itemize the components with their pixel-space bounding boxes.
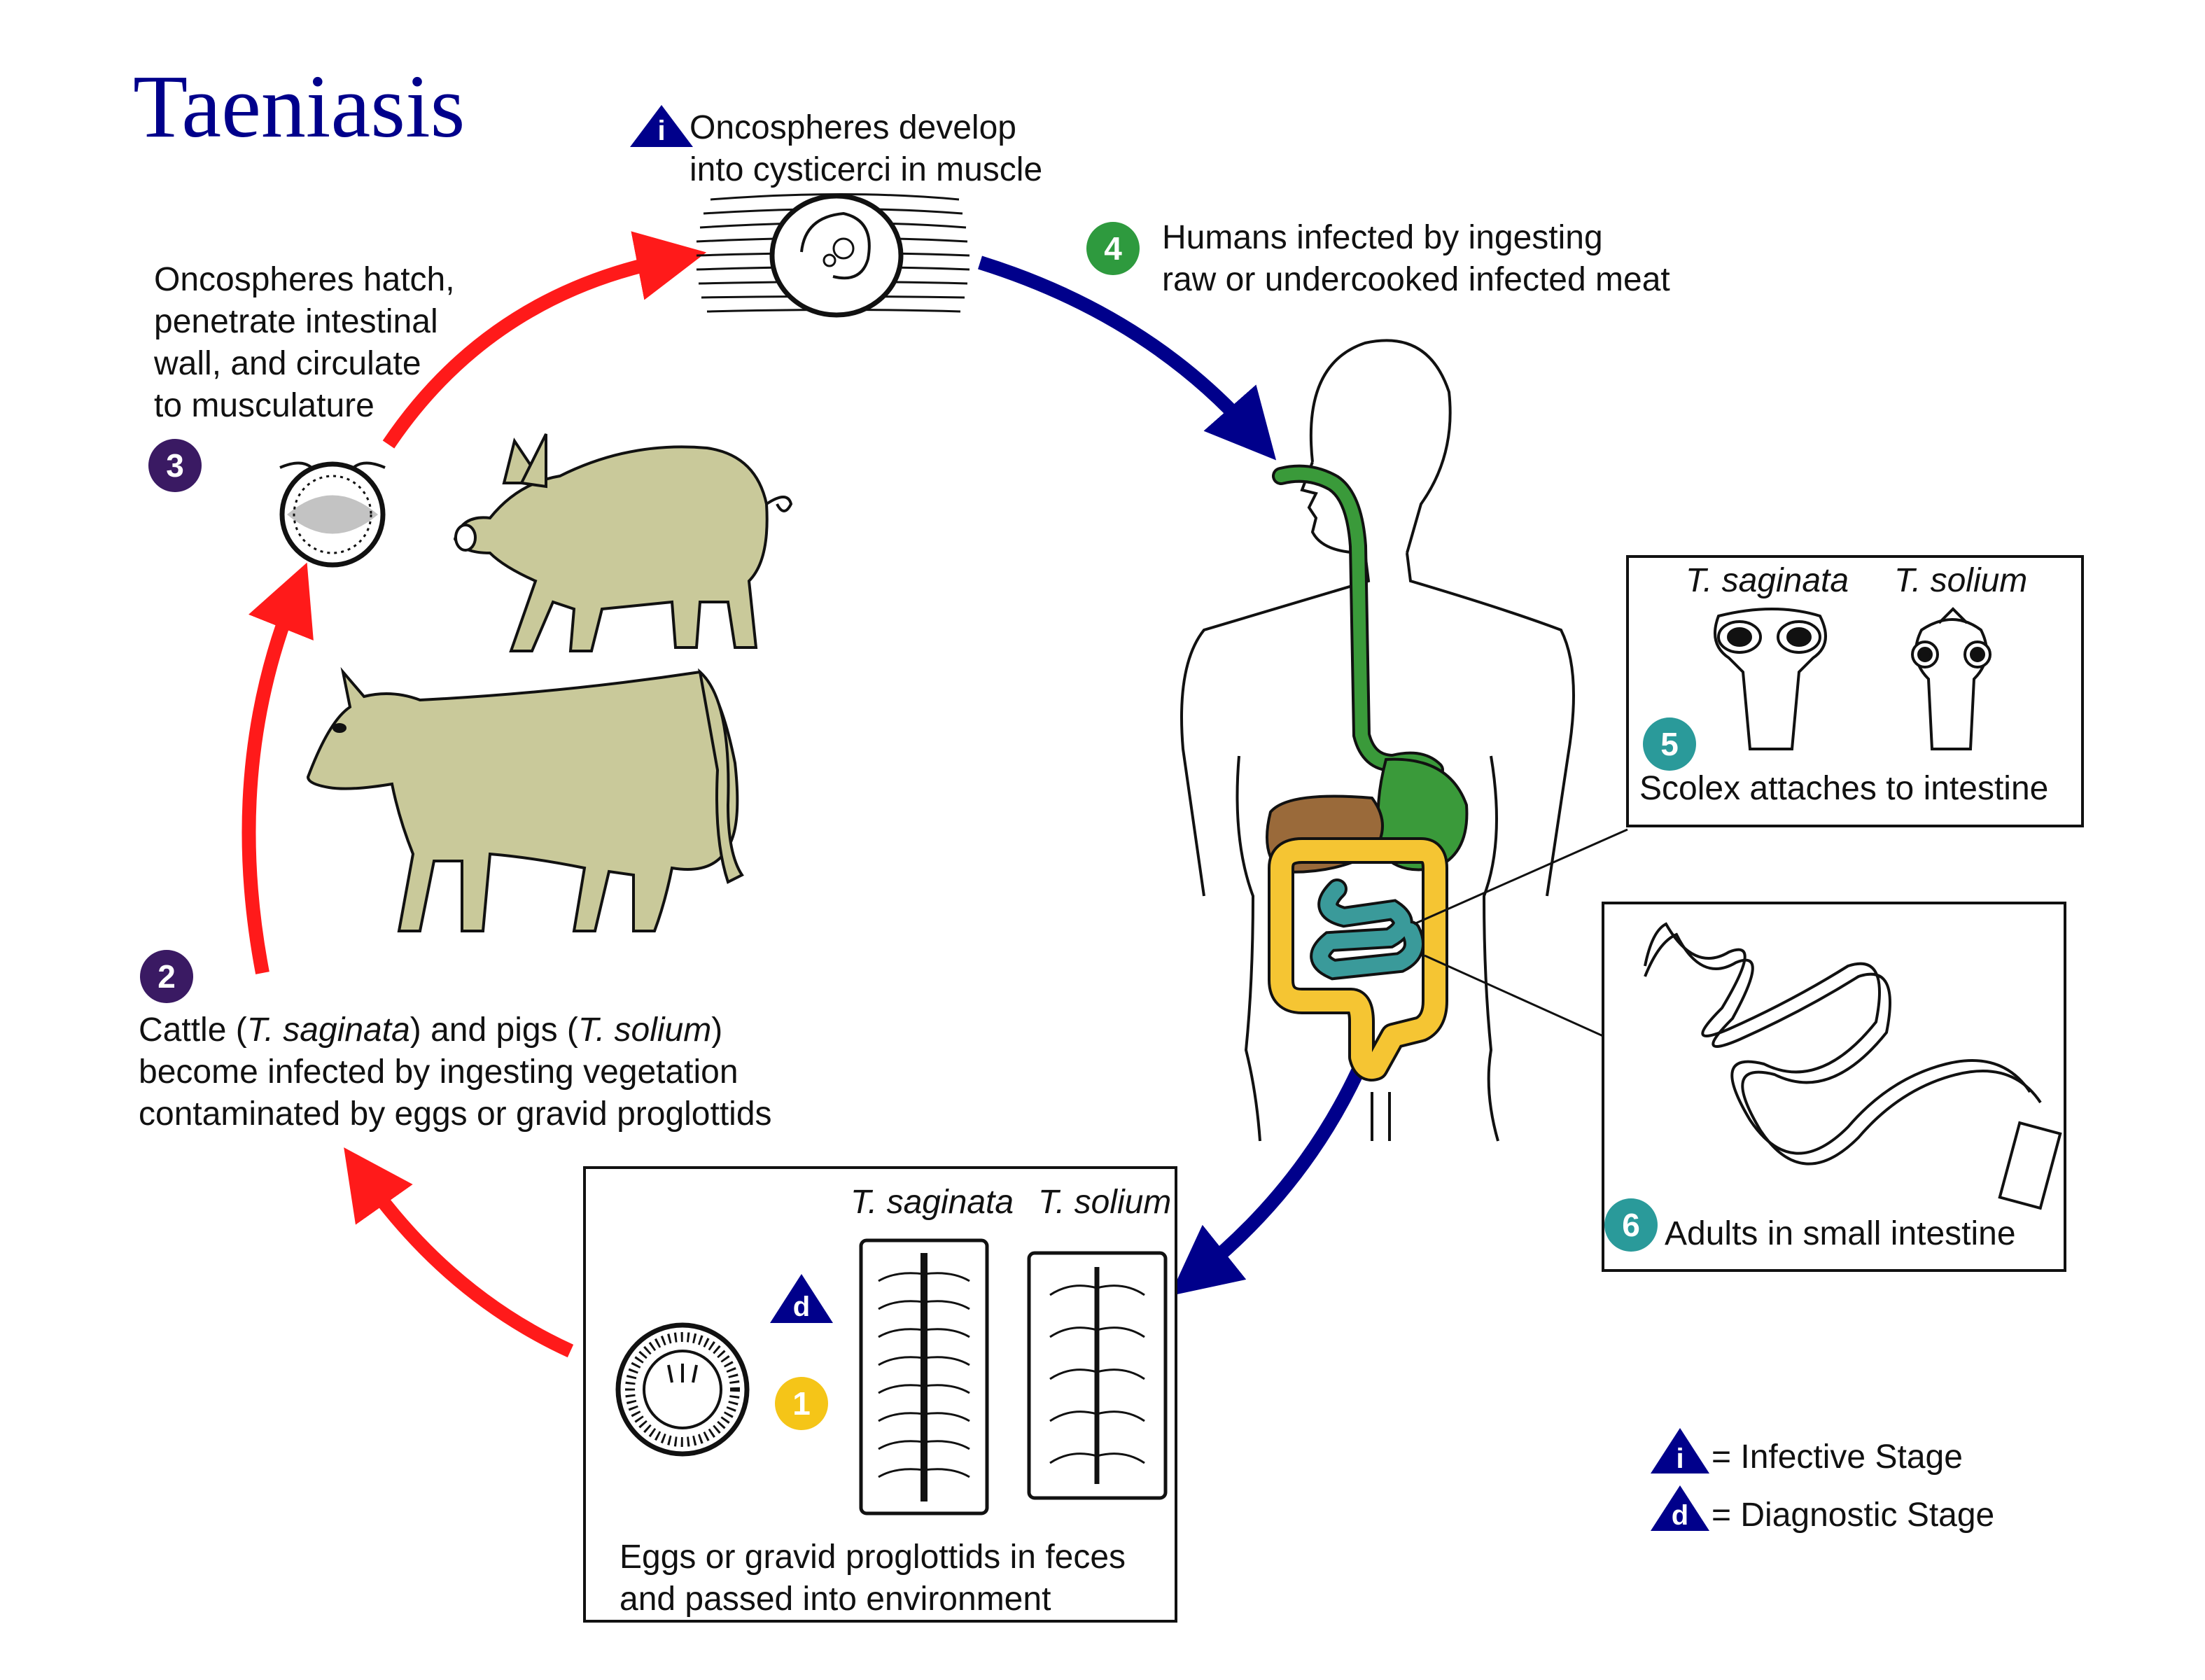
egg-illustration (615, 1322, 750, 1457)
step-1-line-2: and passed into environment (620, 1581, 1051, 1618)
proglottid-solium-illustration (1027, 1251, 1168, 1500)
arrow-step3-to-muscle (382, 231, 707, 449)
step-4-line-1: Humans infected by ingesting (1162, 219, 1603, 256)
step-6-number: 6 (1622, 1207, 1640, 1243)
infective-note-line-2: into cysticerci in muscle (690, 151, 1042, 188)
step-2-badge (140, 950, 193, 1003)
step-5-badge (1643, 718, 1696, 771)
small-intestine-fill (1312, 881, 1422, 978)
diagnostic-stage-marker: d (770, 1274, 833, 1323)
step-1-number: 1 (792, 1385, 811, 1422)
leader-line-scolex (1413, 828, 1628, 925)
scolex-solium-illustration (1911, 607, 1991, 750)
arrow-step2-to-step3 (241, 562, 314, 974)
cysticercus-in-muscle (696, 193, 970, 318)
step-3-badge (148, 439, 202, 492)
pig-illustration (453, 433, 793, 652)
step-4-number: 4 (1104, 230, 1122, 267)
step-1-badge (775, 1377, 828, 1430)
step-4-badge (1086, 222, 1140, 275)
scolex-label-solium: T. solium (1894, 562, 2027, 599)
adults-box (1602, 902, 2066, 1272)
cow-illustration (306, 666, 744, 932)
step-3-number: 3 (166, 447, 184, 484)
stage-triangle-icon (1651, 1428, 1709, 1474)
stage-triangle-icon (770, 1274, 833, 1323)
step-3-line-4: to musculature (154, 387, 374, 424)
arrow-step1-to-step2 (344, 1147, 574, 1358)
step-3-line-3: wall, and circulate (153, 345, 421, 382)
scolex-saginata-illustration (1714, 608, 1827, 750)
svg-text:d: d (793, 1292, 810, 1322)
step-3-line-2: penetrate intestinal (154, 303, 438, 340)
stage-triangle-icon (1651, 1485, 1709, 1531)
stage-triangle-icon (630, 105, 693, 147)
scolex-box (1626, 555, 2084, 827)
legend-label-diagnostic: = Diagnostic Stage (1712, 1497, 1994, 1534)
step-2-line-1: Cattle (T. saginata) and pigs (T. solium… (139, 1011, 722, 1049)
step-2-line-3: contaminated by eggs or gravid proglotti… (139, 1096, 772, 1133)
adult-tapeworm-illustration (1644, 922, 2062, 1210)
step-2-line-2: become infected by ingesting vegetation (139, 1054, 738, 1091)
step-6-badge (1604, 1198, 1658, 1252)
step-5-label: Scolex attaches to intestine (1639, 770, 2048, 807)
human-body-outline (1180, 339, 1575, 1142)
proglottid-saginata-illustration (859, 1238, 989, 1516)
svg-text:i: i (1676, 1443, 1684, 1474)
infective-note-line-1: Oncospheres develop (690, 109, 1016, 146)
step-4-line-2: raw or undercooked infected meat (1162, 261, 1670, 298)
esophagus-fill (1275, 467, 1441, 776)
proglottid-label-saginata: T. saginata (850, 1184, 1014, 1221)
colon-fill (1270, 840, 1446, 1079)
leader-line-adults (1424, 954, 1604, 1037)
infective-stage-marker: i (630, 105, 693, 147)
legend: i = Infective Stage d = Diagnostic Stage (1651, 1428, 1994, 1534)
legend-label-infective: = Infective Stage (1712, 1438, 1963, 1476)
arrow-muscle-to-human (978, 255, 1277, 461)
svg-text:i: i (657, 115, 665, 146)
legend-item-diagnostic: d = Diagnostic Stage (1651, 1485, 1994, 1534)
svg-text:d: d (1672, 1500, 1688, 1531)
step-5-number: 5 (1660, 726, 1679, 762)
step-2-number: 2 (158, 958, 176, 995)
diagram-title: Taeniasis (133, 57, 465, 156)
scolex-label-saginata: T. saginata (1686, 562, 1849, 599)
oncosphere-illustration (279, 461, 386, 568)
step-1-line-1: Eggs or gravid proglottids in feces (620, 1539, 1126, 1576)
legend-item-infective: i = Infective Stage (1651, 1428, 1963, 1476)
proglottid-label-solium: T. solium (1038, 1184, 1171, 1221)
step-3-line-1: Oncospheres hatch, (154, 261, 455, 298)
arrow-human-to-feces (1169, 1068, 1365, 1296)
step-6-label: Adults in small intestine (1665, 1215, 2016, 1252)
